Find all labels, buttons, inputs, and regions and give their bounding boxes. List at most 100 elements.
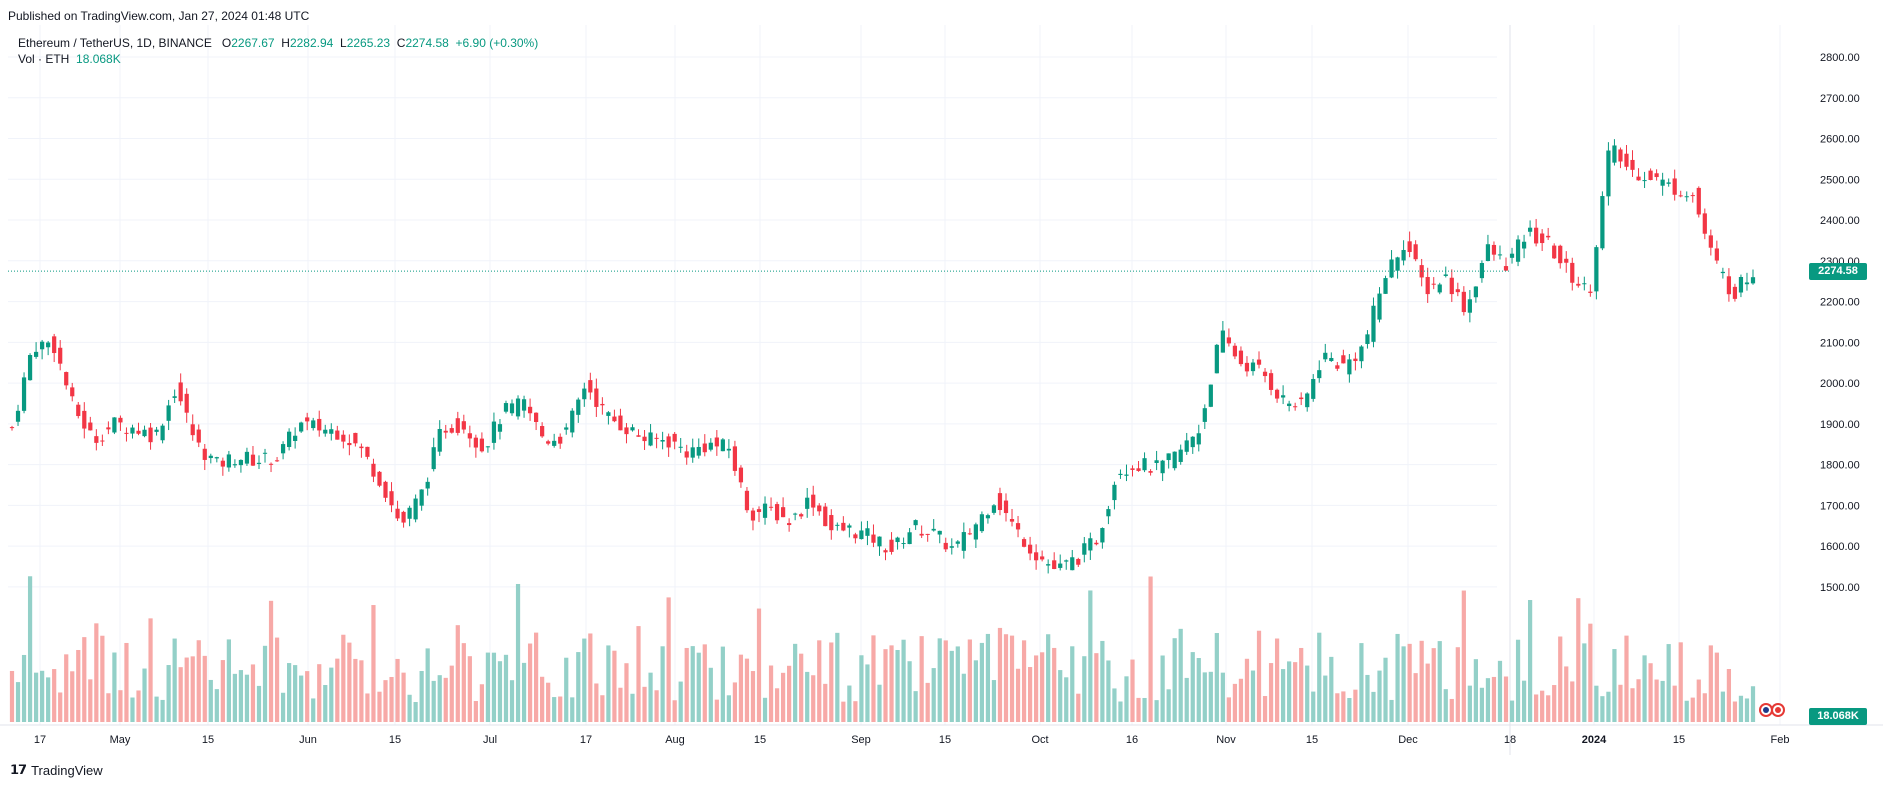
candle-body — [485, 446, 491, 448]
volume-bar — [1226, 697, 1232, 722]
volume-bar — [148, 618, 153, 722]
y-tick-label: 2700.00 — [1820, 93, 1860, 105]
candle-body — [112, 417, 117, 433]
candle-body — [1690, 195, 1695, 197]
volume-bar — [70, 671, 75, 722]
candle-body — [106, 427, 111, 430]
volume-bar — [1425, 663, 1430, 722]
volume-bar — [540, 676, 545, 722]
candle-body — [1003, 500, 1009, 514]
volume-bar — [1100, 640, 1105, 722]
candle-body — [780, 507, 786, 518]
volume-bar — [527, 643, 533, 722]
candle-body — [1738, 277, 1744, 293]
volume-bar — [1666, 644, 1671, 722]
candle-body — [70, 387, 75, 397]
candle-body — [678, 446, 683, 448]
candle-body — [1515, 239, 1521, 262]
volume-bar — [238, 670, 244, 722]
candle-body — [1305, 393, 1310, 408]
candle-body — [540, 426, 545, 437]
volume-label: Vol · ETH — [18, 52, 70, 66]
candle-body — [1238, 350, 1244, 365]
volume-bar — [1256, 630, 1262, 722]
candle-body — [467, 433, 472, 439]
volume-bar — [130, 697, 135, 722]
volume-bar — [27, 576, 33, 722]
volume-bar — [793, 643, 798, 722]
candle-body — [136, 430, 141, 434]
volume-bar — [136, 690, 141, 722]
x-tick-label: Oct — [1031, 734, 1048, 746]
chart-canvas[interactable]: 2800.002700.002600.002500.002400.002300.… — [0, 25, 1883, 755]
x-tick-label: May — [110, 734, 131, 746]
candle-body — [491, 421, 497, 443]
volume-bar — [1148, 576, 1153, 722]
candle-body — [262, 452, 268, 454]
volume-bar — [299, 675, 304, 722]
volume-bar — [1058, 670, 1063, 722]
candle-body — [1726, 276, 1732, 295]
candle-body — [1558, 245, 1563, 264]
volume-bar — [1076, 693, 1081, 722]
volume-bar — [961, 673, 966, 722]
volume-bar — [805, 671, 810, 722]
x-tick-label: 15 — [1306, 734, 1318, 746]
footer-logo[interactable]: 𝟭𝟳 TradingView — [10, 762, 103, 778]
candle-body — [726, 448, 731, 451]
flag-icon[interactable] — [1758, 702, 1786, 718]
volume-bar — [1570, 681, 1575, 722]
low-key: L — [340, 36, 347, 50]
volume-bar — [1244, 658, 1250, 722]
candle-body — [1064, 560, 1069, 562]
volume-bar — [967, 639, 972, 722]
candle-body — [160, 425, 165, 441]
candle-body — [756, 509, 762, 513]
candle-body — [419, 489, 424, 506]
volume-bar — [925, 682, 930, 722]
volume-bar — [64, 654, 69, 722]
volume-bar — [287, 663, 292, 722]
volume-bar — [871, 635, 876, 722]
candle-body — [1009, 519, 1015, 522]
volume-bar — [1461, 590, 1466, 722]
candle-body — [353, 432, 358, 444]
volume-bar — [1262, 696, 1268, 722]
x-tick-label: 17 — [34, 734, 46, 746]
volume-bar — [1371, 691, 1376, 722]
candle-body — [359, 446, 364, 449]
volume-bar — [1750, 686, 1756, 722]
volume-bar — [1365, 674, 1370, 722]
candle-body — [527, 406, 533, 414]
candle-body — [1196, 433, 1201, 445]
volume-bar — [479, 684, 484, 722]
candle-body — [660, 440, 665, 442]
y-tick-label: 1900.00 — [1820, 419, 1860, 431]
volume-bar — [1600, 696, 1605, 722]
volume-bar — [624, 663, 629, 722]
volume-bar — [46, 677, 51, 722]
candle-body — [1359, 346, 1364, 362]
candle-body — [401, 511, 406, 523]
volume-bar — [1082, 656, 1087, 722]
volume-bar — [1690, 697, 1695, 722]
volume-bar — [991, 680, 997, 722]
volume-bar — [726, 695, 731, 722]
x-tick-label: 15 — [202, 734, 214, 746]
candle-body — [684, 451, 689, 458]
y-tick-label: 2500.00 — [1820, 174, 1860, 186]
volume-bar — [1612, 649, 1617, 722]
volume-bar — [1443, 689, 1448, 722]
volume-bar — [244, 674, 250, 722]
volume-bar — [154, 696, 159, 722]
candle-body — [341, 434, 346, 442]
candle-body — [1714, 248, 1719, 261]
volume-bar — [33, 672, 39, 722]
volume-bar — [660, 646, 665, 722]
candle-body — [817, 505, 822, 512]
candle-body — [521, 399, 527, 411]
candle-body — [1696, 187, 1701, 215]
candle-body — [1046, 564, 1051, 566]
volume-bar — [1064, 677, 1069, 722]
volume-bar — [335, 658, 340, 722]
